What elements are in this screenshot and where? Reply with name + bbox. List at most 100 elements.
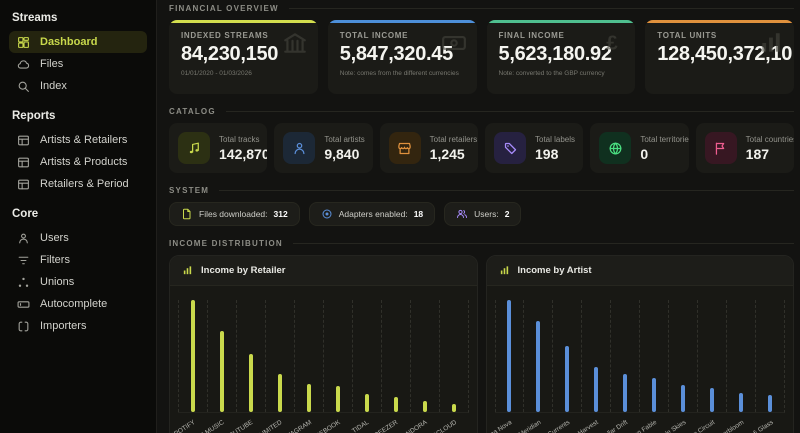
- section-header-financial-overview: FINANCIAL OVERVIEW: [169, 4, 794, 13]
- sidebar-item-artists-retailers[interactable]: Artists & Retailers: [9, 129, 147, 151]
- sidebar-item-label: Retailers & Period: [40, 178, 129, 190]
- sidebar-item-unions[interactable]: Unions: [9, 271, 147, 293]
- bar-labels: SPOTIFY APPLE MUSIC YOUTUBE: [170, 413, 469, 433]
- bar: [190, 300, 195, 412]
- catalog-card-total-labels: Total labels 198: [485, 123, 584, 173]
- bar-label: FACEBOOK: [307, 419, 342, 433]
- catalog-label: Total tracks: [219, 134, 260, 144]
- section-header-catalog: CATALOG: [169, 107, 794, 116]
- sidebar-item-importers[interactable]: Importers: [9, 315, 147, 337]
- catalog-label: Total countries: [745, 134, 794, 144]
- badge-label: Adapters enabled:: [338, 209, 408, 219]
- catalog-value: 0: [640, 145, 649, 162]
- catalog-label: Total artists: [324, 134, 365, 144]
- section-divider: [225, 111, 794, 112]
- bar-slot: [206, 300, 236, 412]
- sidebar-item-label: Artists & Retailers: [40, 134, 128, 146]
- tag-icon: [504, 142, 516, 154]
- sidebar-item-index[interactable]: Index: [9, 75, 147, 97]
- autocomplete-icon: [17, 300, 30, 308]
- bar: [393, 397, 398, 412]
- bar-slot: [610, 300, 639, 412]
- sidebar-nav-streams: Dashboard Files Index: [9, 31, 147, 97]
- catalog-value: 9,840: [324, 145, 360, 162]
- sidebar-item-filters[interactable]: Filters: [9, 249, 147, 271]
- sidebar-item-autocomplete[interactable]: Autocomplete: [9, 293, 147, 315]
- pound-icon: £: [607, 32, 619, 55]
- chart-income-by-retailer: Income by Retailer: [169, 255, 478, 433]
- bar-slot: [264, 300, 294, 412]
- catalog-card-text: Total retailers 1,245: [430, 135, 478, 162]
- sidebar-item-files[interactable]: Files: [9, 53, 147, 75]
- report-table-icon: [18, 157, 29, 167]
- chart-header: Income by Artist: [486, 256, 793, 286]
- section-title: INCOME DISTRIBUTION: [169, 239, 283, 248]
- sidebar-item-artists-products[interactable]: Artists & Products: [9, 151, 147, 173]
- card-accent-bar: [169, 20, 318, 23]
- sidebar-section-reports: Reports Artists & Retailers Artists & Pr…: [9, 110, 147, 195]
- bars-area: [178, 300, 469, 413]
- bar: [536, 321, 541, 412]
- sidebar-item-label: Files: [40, 58, 64, 70]
- catalog-value: 142,870: [219, 145, 268, 162]
- artist-icon: [294, 142, 305, 154]
- card-accent-bar: [486, 20, 636, 23]
- chart-header: Income by Retailer: [170, 256, 477, 286]
- cloud-icon: [17, 59, 30, 69]
- bar: [768, 395, 773, 412]
- catalog-card-total-artists: Total artists 9,840: [274, 123, 373, 173]
- bar: [565, 345, 570, 412]
- bar-slot: [523, 300, 552, 412]
- stat-value: 5,847,320.45: [339, 43, 453, 65]
- catalog-label: Total territories: [640, 134, 689, 144]
- store-icon: [398, 142, 411, 154]
- sidebar-nav-reports: Artists & Retailers Artists & Products R…: [9, 129, 147, 195]
- chart-title: Income by Artist: [517, 265, 592, 276]
- catalog-icon-tile: [388, 132, 421, 164]
- sidebar-section-title: Core: [12, 208, 39, 220]
- bar-slot: [351, 300, 381, 412]
- bar-slot: [438, 300, 468, 412]
- stat-note: 01/01/2020 - 01/03/2026: [181, 70, 252, 77]
- sidebar-item-label: Index: [40, 80, 67, 92]
- bar: [219, 331, 224, 412]
- catalog-label: Total labels: [535, 134, 576, 144]
- svg-text:£: £: [607, 32, 619, 55]
- catalog-icon-tile: [283, 132, 316, 164]
- bar: [277, 373, 282, 412]
- stat-card-total-income: TOTAL INCOME 5,847,320.45 Note: comes fr…: [327, 20, 477, 94]
- catalog-icon-tile: [704, 132, 737, 164]
- bar-slot: [293, 300, 323, 412]
- banknote-icon: [441, 35, 466, 51]
- sidebar-item-users[interactable]: Users: [9, 227, 147, 249]
- bar-plot: SPOTIFY APPLE MUSIC YOUTUBE: [170, 286, 477, 433]
- catalog-cards-row: Total tracks 142,870 Total artists 9,840: [169, 123, 794, 173]
- stat-value: 5,623,180.92: [498, 43, 612, 65]
- bar: [710, 388, 715, 412]
- catalog-card-text: Total territories 0: [640, 135, 688, 162]
- bar-slot: [755, 300, 784, 412]
- catalog-label: Total retailers: [429, 134, 478, 144]
- sidebar-item-dashboard[interactable]: Dashboard: [9, 31, 147, 53]
- stat-note: Note: converted to the GBP currency: [498, 70, 605, 77]
- dashboard-icon: [18, 36, 29, 48]
- bar: [594, 367, 599, 412]
- bar-slot: [552, 300, 581, 412]
- stat-label: TOTAL UNITS: [657, 31, 717, 40]
- section-divider: [288, 8, 794, 9]
- stat-label: TOTAL INCOME: [339, 31, 409, 40]
- bar-slot: [726, 300, 755, 412]
- bar-slot: [639, 300, 668, 412]
- catalog-icon-tile: [599, 132, 632, 164]
- globe-icon: [609, 142, 622, 154]
- bar: [364, 394, 369, 412]
- catalog-card-text: Total labels 198: [535, 135, 575, 162]
- main-content: FINANCIAL OVERVIEW INDEXED STREAMS 84,23…: [157, 0, 800, 433]
- system-badge-users: Users: 2: [444, 202, 522, 226]
- sidebar-item-retailers-period[interactable]: Retailers & Period: [9, 173, 147, 195]
- catalog-card-text: Total artists 9,840: [324, 135, 364, 162]
- flag-icon: [715, 142, 725, 155]
- system-badge-adapters-enabled: Adapters enabled: 18: [308, 202, 436, 226]
- bar-slot: [235, 300, 265, 412]
- report-table-icon: [18, 135, 29, 145]
